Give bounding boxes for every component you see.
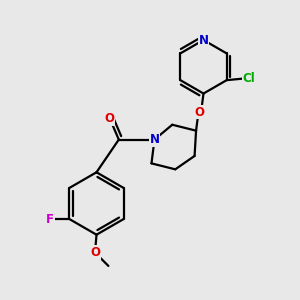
Text: Cl: Cl — [243, 72, 255, 85]
Text: N: N — [199, 34, 208, 46]
Text: O: O — [105, 112, 115, 125]
Text: O: O — [195, 106, 205, 118]
Text: F: F — [46, 213, 54, 226]
Text: O: O — [90, 246, 100, 259]
Text: N: N — [149, 133, 160, 146]
